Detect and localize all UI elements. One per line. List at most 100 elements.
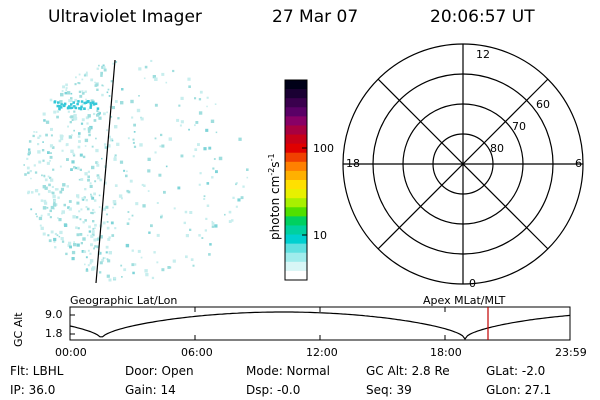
aurora-pixel	[88, 230, 91, 233]
aurora-pixel	[44, 201, 48, 205]
aurora-pixel	[30, 208, 33, 211]
colorbar-segment	[285, 143, 307, 154]
aurora-pixel	[46, 206, 49, 209]
aurora-bright-pixel	[80, 100, 84, 103]
colorbar-segment	[285, 89, 307, 99]
aurora-pixel	[65, 252, 68, 256]
aurora-pixel	[42, 141, 44, 143]
aurora-pixel	[74, 167, 76, 170]
colorbar-segment	[285, 80, 307, 90]
colorbar-segment	[285, 170, 307, 181]
aurora-pixel	[138, 95, 140, 97]
aurora-pixel	[123, 169, 126, 172]
aurora-pixel	[40, 199, 44, 202]
aurora-pixel	[108, 236, 111, 239]
aurora-pixel	[215, 131, 218, 134]
status-dsp: Dsp: -0.0	[246, 383, 301, 397]
aurora-pixel	[65, 144, 68, 147]
aurora-pixel	[141, 183, 144, 186]
aurora-pixel	[184, 210, 188, 214]
colorbar-segment	[285, 270, 307, 281]
aurora-pixel	[77, 145, 81, 149]
aurora-pixel	[112, 206, 114, 209]
aurora-pixel	[58, 218, 62, 222]
aurora-pixel	[205, 217, 208, 220]
aurora-pixel	[87, 178, 90, 182]
aurora-pixel	[118, 194, 123, 198]
aurora-pixel	[101, 93, 104, 97]
aurora-pixel	[60, 187, 64, 191]
aurora-pixel	[31, 191, 34, 194]
aurora-pixel	[93, 247, 95, 250]
aurora-pixel	[88, 133, 91, 137]
aurora-pixel	[91, 196, 95, 200]
aurora-pixel	[23, 164, 25, 166]
aurora-pixel	[87, 127, 92, 131]
aurora-pixel	[71, 119, 74, 121]
aurora-pixel	[116, 142, 120, 146]
aurora-pixel	[38, 216, 43, 221]
aurora-pixel	[83, 250, 87, 254]
aurora-pixel	[91, 211, 94, 215]
aurora-pixel	[26, 166, 30, 170]
aurora-pixel	[76, 166, 80, 170]
aurora-pixel	[151, 276, 155, 280]
aurora-pixel	[47, 190, 51, 193]
aurora-pixel	[106, 226, 110, 230]
aurora-pixel	[69, 116, 71, 118]
aurora-pixel	[206, 96, 209, 99]
aurora-pixel	[192, 155, 195, 158]
aurora-pixel	[211, 225, 215, 228]
aurora-pixel	[107, 259, 111, 263]
colorbar-segment	[285, 216, 307, 226]
aurora-pixel	[34, 171, 38, 174]
mlt-label-12: 12	[476, 48, 490, 61]
aurora-pixel	[82, 155, 86, 159]
aurora-pixel	[76, 233, 80, 237]
polar-diagonal-2	[377, 78, 549, 250]
aurora-pixel	[44, 178, 48, 182]
colorbar-unit-label: photon cm-2s-1	[267, 153, 282, 240]
aurora-pixel	[95, 161, 98, 164]
aurora-pixel	[53, 199, 56, 202]
aurora-pixel	[87, 130, 91, 133]
aurora-pixel	[76, 194, 80, 198]
aurora-pixel	[52, 168, 55, 171]
status-glat: GLat: -2.0	[486, 364, 546, 378]
aurora-pixel	[215, 170, 218, 174]
aurora-pixel	[73, 106, 76, 109]
aurora-pixel	[81, 92, 85, 95]
aurora-pixel	[133, 131, 136, 133]
aurora-pixel	[172, 259, 176, 263]
aurora-pixel	[73, 113, 77, 118]
colorbar-segment	[285, 198, 307, 208]
aurora-pixel	[93, 238, 97, 242]
aurora-pixel	[70, 149, 74, 153]
aurora-pixel	[85, 206, 88, 208]
aurora-bright-pixel	[73, 105, 76, 108]
aurora-bright-pixel	[92, 101, 95, 104]
aurora-pixel	[156, 233, 160, 237]
aurora-pixel	[187, 77, 191, 81]
aurora-pixel	[208, 146, 212, 150]
aurora-pixel	[121, 88, 124, 91]
aurora-pixel	[132, 138, 135, 141]
colorbar-segment	[285, 234, 307, 245]
aurora-pixel	[114, 100, 118, 103]
aurora-pixel	[53, 237, 57, 242]
aurora-pixel	[132, 141, 135, 144]
aurora-pixel	[113, 276, 116, 280]
aurora-pixel	[56, 115, 59, 119]
aurora-pixel	[91, 230, 95, 234]
aurora-pixel	[126, 170, 128, 173]
aurora-bright-pixel	[76, 102, 79, 106]
aurora-pixel	[81, 197, 85, 201]
aurora-pixel	[109, 138, 114, 142]
aurora-pixel	[127, 137, 130, 140]
aurora-pixel	[74, 98, 78, 102]
aurora-pixel	[61, 135, 64, 138]
colorbar-segment	[285, 180, 307, 190]
aurora-pixel	[42, 206, 47, 210]
aurora-pixel	[95, 238, 98, 241]
